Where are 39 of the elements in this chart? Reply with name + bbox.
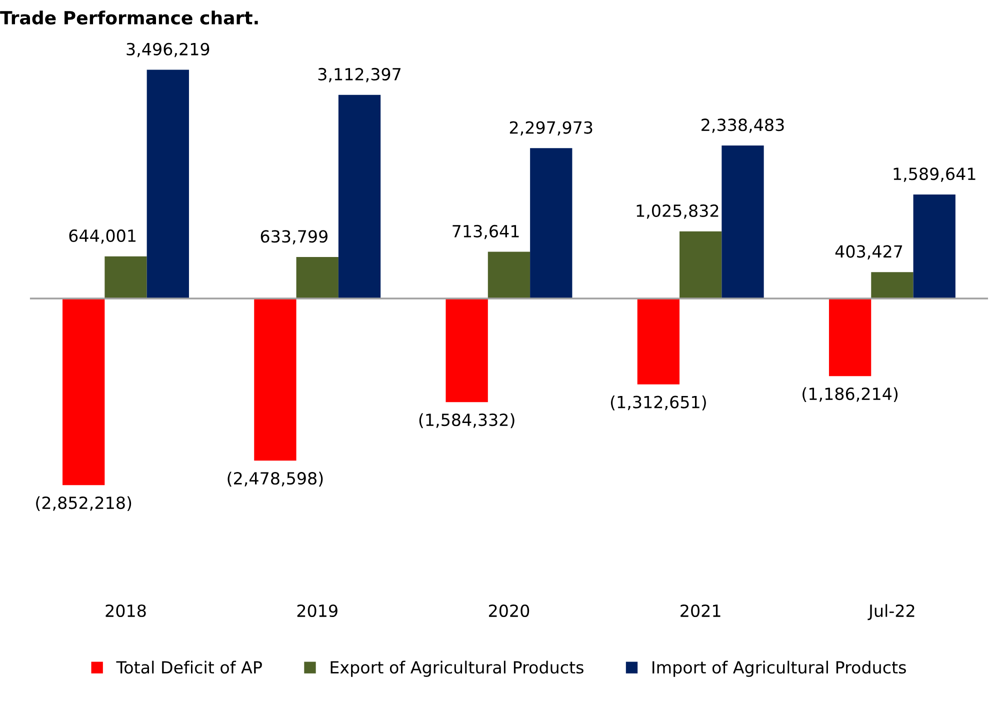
bar xyxy=(446,298,488,402)
bar xyxy=(637,298,680,384)
bar xyxy=(722,146,764,298)
data-label: 2,338,483 xyxy=(702,118,784,133)
data-label: 713,641 xyxy=(452,224,519,240)
data-label: 2,297,973 xyxy=(510,121,592,136)
data-label: 633,799 xyxy=(260,230,328,244)
bar xyxy=(338,94,381,298)
bar xyxy=(254,298,296,461)
bar xyxy=(146,70,189,298)
bar xyxy=(488,252,530,298)
x-tick-label: 2021 xyxy=(680,604,720,618)
x-tick-label: 2018 xyxy=(106,604,146,618)
x-tick-label: Jul-22 xyxy=(868,604,914,620)
legend-label: Export of Agricultural Products xyxy=(330,660,584,677)
data-label: 644,001 xyxy=(69,229,136,244)
bar xyxy=(913,194,956,298)
bar xyxy=(680,231,722,298)
data-label: (1,312,651) xyxy=(610,395,706,410)
data-label: 1,025,832 xyxy=(636,204,718,219)
data-label: 3,496,219 xyxy=(126,42,210,58)
bar xyxy=(62,298,105,486)
data-label: (1,584,332) xyxy=(419,413,514,428)
bar xyxy=(530,148,572,298)
bar xyxy=(828,298,872,376)
x-tick-label: 2020 xyxy=(488,604,530,618)
bar xyxy=(104,256,147,298)
bar xyxy=(296,257,338,298)
legend-label: Import of Agricultural Products xyxy=(652,660,906,677)
data-label: (2,478,598) xyxy=(228,472,323,487)
data-label: 1,589,641 xyxy=(894,168,976,182)
chart-title: Trade Performance chart. xyxy=(0,10,258,25)
x-tick-label: 2019 xyxy=(297,604,338,618)
data-label: 403,427 xyxy=(835,245,902,260)
legend-label: Total Deficit of AP xyxy=(116,660,262,674)
data-label: (2,852,218) xyxy=(36,496,132,512)
data-label: 3,112,397 xyxy=(318,68,401,82)
bar xyxy=(871,272,914,298)
data-label: (1,186,214) xyxy=(802,387,898,402)
